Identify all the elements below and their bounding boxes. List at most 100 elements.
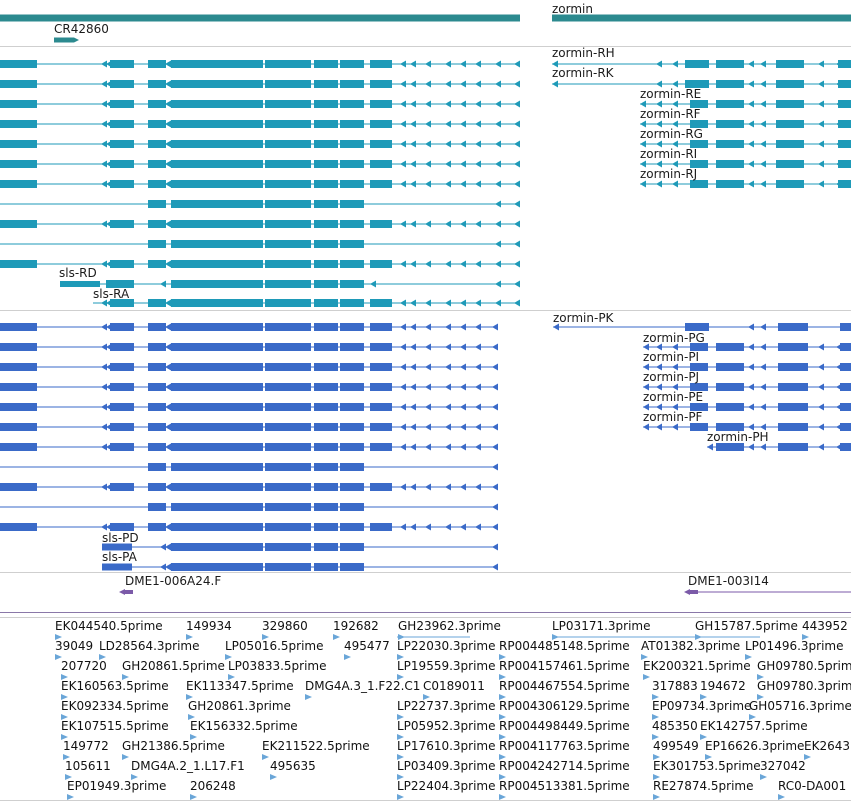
exon-block (0, 403, 37, 411)
transcript-label-zormin-pg[interactable]: zormin-PG (643, 331, 705, 345)
transcript-label-sls-pd[interactable]: sls-PD (102, 531, 139, 545)
est-label[interactable]: 105611 (65, 759, 111, 773)
exon-block (776, 80, 804, 88)
est-label[interactable]: 329860 (262, 619, 308, 633)
transcript-label-zormin-pi[interactable]: zormin-PI (643, 350, 700, 364)
est-label[interactable]: RP004242714.5prime (499, 759, 630, 773)
gene-label-zormin[interactable]: zormin (552, 2, 593, 16)
est-label[interactable]: 485350 (652, 719, 698, 733)
est-label[interactable]: EP09734.3prime (652, 699, 752, 713)
est-label[interactable]: 192682 (333, 619, 379, 633)
est-label[interactable]: 499549 (653, 739, 699, 753)
est-label[interactable]: GH20861.5prime (122, 659, 225, 673)
est-label[interactable]: RP004306129.5prime (499, 699, 630, 713)
strand-arrow (165, 523, 171, 531)
est-label[interactable]: 495477 (344, 639, 390, 653)
est-label[interactable]: DMG4A.2_1.L17.F1 (131, 759, 245, 773)
est-label[interactable]: LP22737.3prime (397, 699, 496, 713)
est-label[interactable]: LP03833.5prime (228, 659, 327, 673)
transcript-label-zormin-rj[interactable]: zormin-RJ (640, 167, 698, 181)
est-label[interactable]: EK160563.5prime (61, 679, 169, 693)
est-label[interactable]: LP19559.3prime (397, 659, 496, 673)
est-label[interactable]: EK044540.5prime (55, 619, 163, 633)
est-label[interactable]: 149772 (63, 739, 109, 753)
est-label[interactable]: GH05716.3prime (749, 699, 851, 713)
est-label[interactable]: 495635 (270, 759, 316, 773)
exon-block (838, 100, 851, 108)
exon-block (110, 443, 134, 451)
est-label[interactable]: RP004467554.5prime (499, 679, 630, 693)
transcript-label-zormin-ph[interactable]: zormin-PH (707, 430, 769, 444)
est-label[interactable]: 317883 (652, 679, 698, 693)
est-label[interactable]: GH23962.3prime (398, 619, 501, 633)
transcript-label-sls-ra[interactable]: sls-RA (93, 287, 130, 301)
est-label[interactable]: RP004117763.5prime (499, 739, 630, 753)
est-label[interactable]: RP004157461.5prime (499, 659, 630, 673)
est-label[interactable]: LP03171.3prime (552, 619, 651, 633)
est-label[interactable]: LP22404.3prime (397, 779, 496, 793)
transcript-label-zormin-rg[interactable]: zormin-RG (640, 127, 703, 141)
strand-arrow (656, 80, 662, 88)
exon-block (314, 563, 338, 571)
est-label[interactable]: EP16626.3prime (705, 739, 805, 753)
transcript-label-sls-pa[interactable]: sls-PA (102, 550, 137, 564)
est-label[interactable]: 206248 (190, 779, 236, 793)
est-label[interactable]: LD28564.3prime (99, 639, 200, 653)
transcript-label-zormin-ri[interactable]: zormin-RI (640, 147, 698, 161)
est-label[interactable]: RP004513381.5prime (499, 779, 630, 793)
exon-block (370, 220, 392, 228)
exon-block (314, 100, 338, 108)
exon-block (340, 523, 364, 531)
est-label[interactable]: C0189011 (423, 679, 485, 693)
est-label[interactable]: LP05952.3prime (397, 719, 496, 733)
transcript-label-zormin-pk[interactable]: zormin-PK (553, 311, 614, 325)
transcript-label-zormin-re[interactable]: zormin-RE (640, 87, 702, 101)
transcript-label-zormin-rh[interactable]: zormin-RH (552, 46, 615, 60)
clone-label[interactable]: DME1-003I14 (688, 574, 769, 588)
gene-label-cr42860[interactable]: CR42860 (54, 22, 109, 36)
est-label[interactable]: EK211522.5prime (262, 739, 370, 753)
est-label[interactable]: AT01382.3prime (641, 639, 741, 653)
est-label[interactable]: 327042 (760, 759, 806, 773)
est-label[interactable]: LP17610.3prime (397, 739, 496, 753)
est-label[interactable]: 149934 (186, 619, 232, 633)
est-label[interactable]: RC0-DA001 (778, 779, 847, 793)
est-arrow (122, 674, 129, 680)
est-label[interactable]: EK092334.5prime (61, 699, 169, 713)
est-label[interactable]: EK301753.5prime (653, 759, 761, 773)
est-label[interactable]: RP004498449.5prime (499, 719, 630, 733)
transcript-label-zormin-pj[interactable]: zormin-PJ (643, 370, 700, 384)
est-label[interactable]: GH15787.5prime (695, 619, 798, 633)
est-label[interactable]: GH09780.3prime (757, 679, 851, 693)
clone-label[interactable]: DME1-006A24.F (125, 574, 222, 588)
est-label[interactable]: DMG4A.3_1.F22.C1 (305, 679, 421, 693)
est-label[interactable]: 443952 (802, 619, 848, 633)
transcript-label-zormin-pe[interactable]: zormin-PE (643, 390, 704, 404)
est-label[interactable]: LP05016.5prime (225, 639, 324, 653)
exon-block (265, 220, 311, 228)
transcript-label-zormin-rk[interactable]: zormin-RK (552, 66, 614, 80)
transcript-label-zormin-rf[interactable]: zormin-RF (640, 107, 701, 121)
transcript-label-sls-rd[interactable]: sls-RD (59, 266, 97, 280)
est-label[interactable]: EK107515.5prime (61, 719, 169, 733)
est-label[interactable]: 39049 (55, 639, 94, 653)
est-label[interactable]: EK142757.5prime (700, 719, 808, 733)
est-label[interactable]: RE27874.5prime (653, 779, 754, 793)
est-label[interactable]: EK200321.5prime (643, 659, 751, 673)
est-label[interactable]: EK156332.5prime (190, 719, 298, 733)
est-label[interactable]: 194672 (700, 679, 746, 693)
est-label[interactable]: RP004485148.5prime (499, 639, 630, 653)
transcript-label-zormin-pf[interactable]: zormin-PF (643, 410, 703, 424)
est-label[interactable]: EP01949.3prime (67, 779, 167, 793)
est-label[interactable]: GH09780.5prime (757, 659, 851, 673)
est-label[interactable]: GH20861.3prime (188, 699, 291, 713)
est-label[interactable]: EK113347.5prime (186, 679, 294, 693)
est-label[interactable]: EK2643 (804, 739, 850, 753)
exon-block (265, 160, 311, 168)
est-label[interactable]: LP22030.3prime (397, 639, 496, 653)
est-label[interactable]: LP01496.3prime (745, 639, 844, 653)
est-label[interactable]: 207720 (61, 659, 107, 673)
est-label[interactable]: GH21386.5prime (122, 739, 225, 753)
est-label[interactable]: LP03409.3prime (397, 759, 496, 773)
